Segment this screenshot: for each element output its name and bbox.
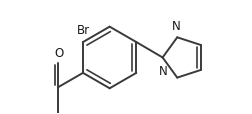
Text: O: O [54,47,63,60]
Text: Br: Br [76,24,89,36]
Text: N: N [159,64,167,77]
Text: N: N [171,20,180,33]
